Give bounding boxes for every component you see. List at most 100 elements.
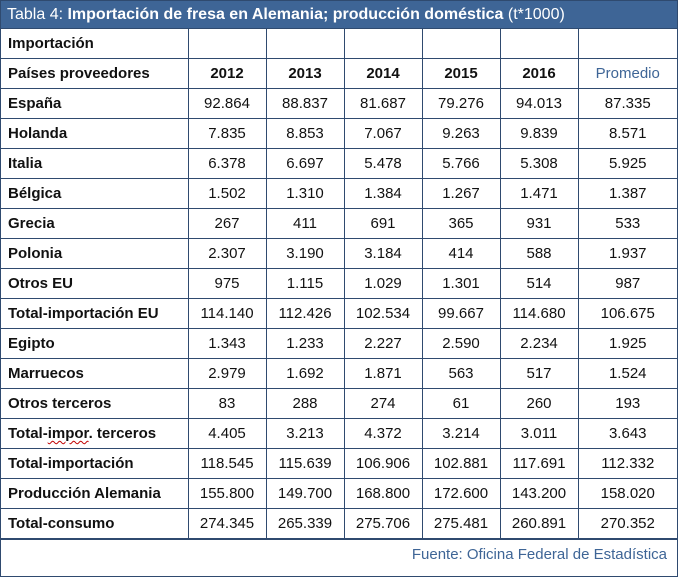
cell-value: 1.267: [421, 178, 501, 209]
row-label: Marruecos: [1, 358, 189, 389]
row-label: Otros terceros: [1, 388, 189, 419]
title-prefix: Tabla 4:: [7, 6, 68, 23]
table-row: Total-importación EU 114.140 112.426 102.53…: [1, 298, 677, 329]
cell-value: 6.378: [187, 148, 267, 179]
cell-value: 92.864: [187, 88, 267, 119]
cell-value: 563: [421, 358, 501, 389]
row-label: Bélgica: [1, 178, 189, 209]
cell-value: 102.534: [343, 298, 423, 329]
section-label: Importación: [1, 29, 189, 59]
cell-value: 975: [187, 268, 267, 299]
cell-value: 87.335: [577, 88, 677, 119]
header-year: 2012: [187, 58, 267, 89]
cell-value: 365: [421, 208, 501, 239]
cell-value: 83: [187, 388, 267, 419]
table-row: Total-importación 118.545 115.639 106.906 10…: [1, 448, 677, 479]
cell-value: 1.310: [265, 178, 345, 209]
cell-value: 288: [265, 388, 345, 419]
row-label: Total-consumo: [1, 508, 189, 539]
title-suffix: (t*1000): [503, 6, 565, 23]
header-first: Países proveedores: [1, 58, 189, 89]
cell-value: 517: [499, 358, 579, 389]
cell-value: 112.332: [577, 448, 677, 479]
row-label: Otros EU: [1, 268, 189, 299]
table-row: Total-consumo 274.345 265.339 275.706 275.48…: [1, 508, 677, 539]
row-label: Holanda: [1, 118, 189, 149]
cell-value: 8.853: [265, 118, 345, 149]
cell-value: 274.345: [187, 508, 267, 539]
cell-value: 1.502: [187, 178, 267, 209]
source-note: Fuente: Oficina Federal de Estadística: [1, 539, 677, 569]
cell-value: 588: [499, 238, 579, 269]
cell-value: 117.691: [499, 448, 579, 479]
cell-value: 414: [421, 238, 501, 269]
cell-value: 1.471: [499, 178, 579, 209]
row-label: Total-impor. terceros: [1, 418, 189, 449]
cell-value: 9.839: [499, 118, 579, 149]
cell-value: 1.384: [343, 178, 423, 209]
cell-value: 7.067: [343, 118, 423, 149]
cell-value: 2.227: [343, 328, 423, 359]
row-label: Polonia: [1, 238, 189, 269]
cell-value: 1.692: [265, 358, 345, 389]
cell-value: 2.979: [187, 358, 267, 389]
table-title: Tabla 4: Importación de fresa en Alemani…: [1, 1, 677, 29]
table-row: Polonia 2.307 3.190 3.184 414 588 1.937: [1, 238, 677, 269]
cell-value: 193: [577, 388, 677, 419]
cell-value: 2.590: [421, 328, 501, 359]
cell-value: 155.800: [187, 478, 267, 509]
cell-value: 143.200: [499, 478, 579, 509]
cell-value: 115.639: [265, 448, 345, 479]
table-row: España 92.864 88.837 81.687 79.276 94.013 87.3…: [1, 88, 677, 119]
table-row: Total-impor. terceros 4.405 3.213 4.372 3.21…: [1, 418, 677, 449]
cell-value: 533: [577, 208, 677, 239]
table-row: Grecia 267 411 691 365 931 533: [1, 208, 677, 239]
cell-value: 61: [421, 388, 501, 419]
cell-value: 3.011: [499, 418, 579, 449]
cell-value: 1.115: [265, 268, 345, 299]
cell-value: 1.925: [577, 328, 677, 359]
cell-value: 1.029: [343, 268, 423, 299]
row-label: Total-importación: [1, 448, 189, 479]
cell-value: 5.925: [577, 148, 677, 179]
cell-value: 3.190: [265, 238, 345, 269]
cell-value: 1.343: [187, 328, 267, 359]
row-label: España: [1, 88, 189, 119]
row-label: Grecia: [1, 208, 189, 239]
cell-value: 274: [343, 388, 423, 419]
cell-value: 9.263: [421, 118, 501, 149]
cell-value: 1.524: [577, 358, 677, 389]
cell-value: 2.234: [499, 328, 579, 359]
cell-value: 158.020: [577, 478, 677, 509]
table-row: Marruecos 2.979 1.692 1.871 563 517 1.524: [1, 358, 677, 389]
cell-value: 275.481: [421, 508, 501, 539]
cell-value: 81.687: [343, 88, 423, 119]
table-row: Italia 6.378 6.697 5.478 5.766 5.308 5.925: [1, 148, 677, 179]
cell-value: 5.478: [343, 148, 423, 179]
cell-value: 3.213: [265, 418, 345, 449]
table-row: Otros terceros 83 288 274 61 260 193: [1, 388, 677, 419]
cell-value: 275.706: [343, 508, 423, 539]
cell-value: 267: [187, 208, 267, 239]
row-label: Producción Alemania: [1, 478, 189, 509]
cell-value: 1.233: [265, 328, 345, 359]
cell-value: 112.426: [265, 298, 345, 329]
cell-value: 3.214: [421, 418, 501, 449]
cell-value: 168.800: [343, 478, 423, 509]
header-year: 2014: [343, 58, 423, 89]
cell-value: 2.307: [187, 238, 267, 269]
table-row: Egipto 1.343 1.233 2.227 2.590 2.234 1.925: [1, 328, 677, 359]
cell-value: 102.881: [421, 448, 501, 479]
cell-value: 4.372: [343, 418, 423, 449]
cell-value: 5.766: [421, 148, 501, 179]
row-label: Total-importación EU: [1, 298, 189, 329]
cell-value: 1.937: [577, 238, 677, 269]
cell-value: 79.276: [421, 88, 501, 119]
cell-value: 94.013: [499, 88, 579, 119]
cell-value: 260: [499, 388, 579, 419]
cell-value: 114.680: [499, 298, 579, 329]
cell-value: 99.667: [421, 298, 501, 329]
cell-value: 5.308: [499, 148, 579, 179]
cell-value: 1.871: [343, 358, 423, 389]
